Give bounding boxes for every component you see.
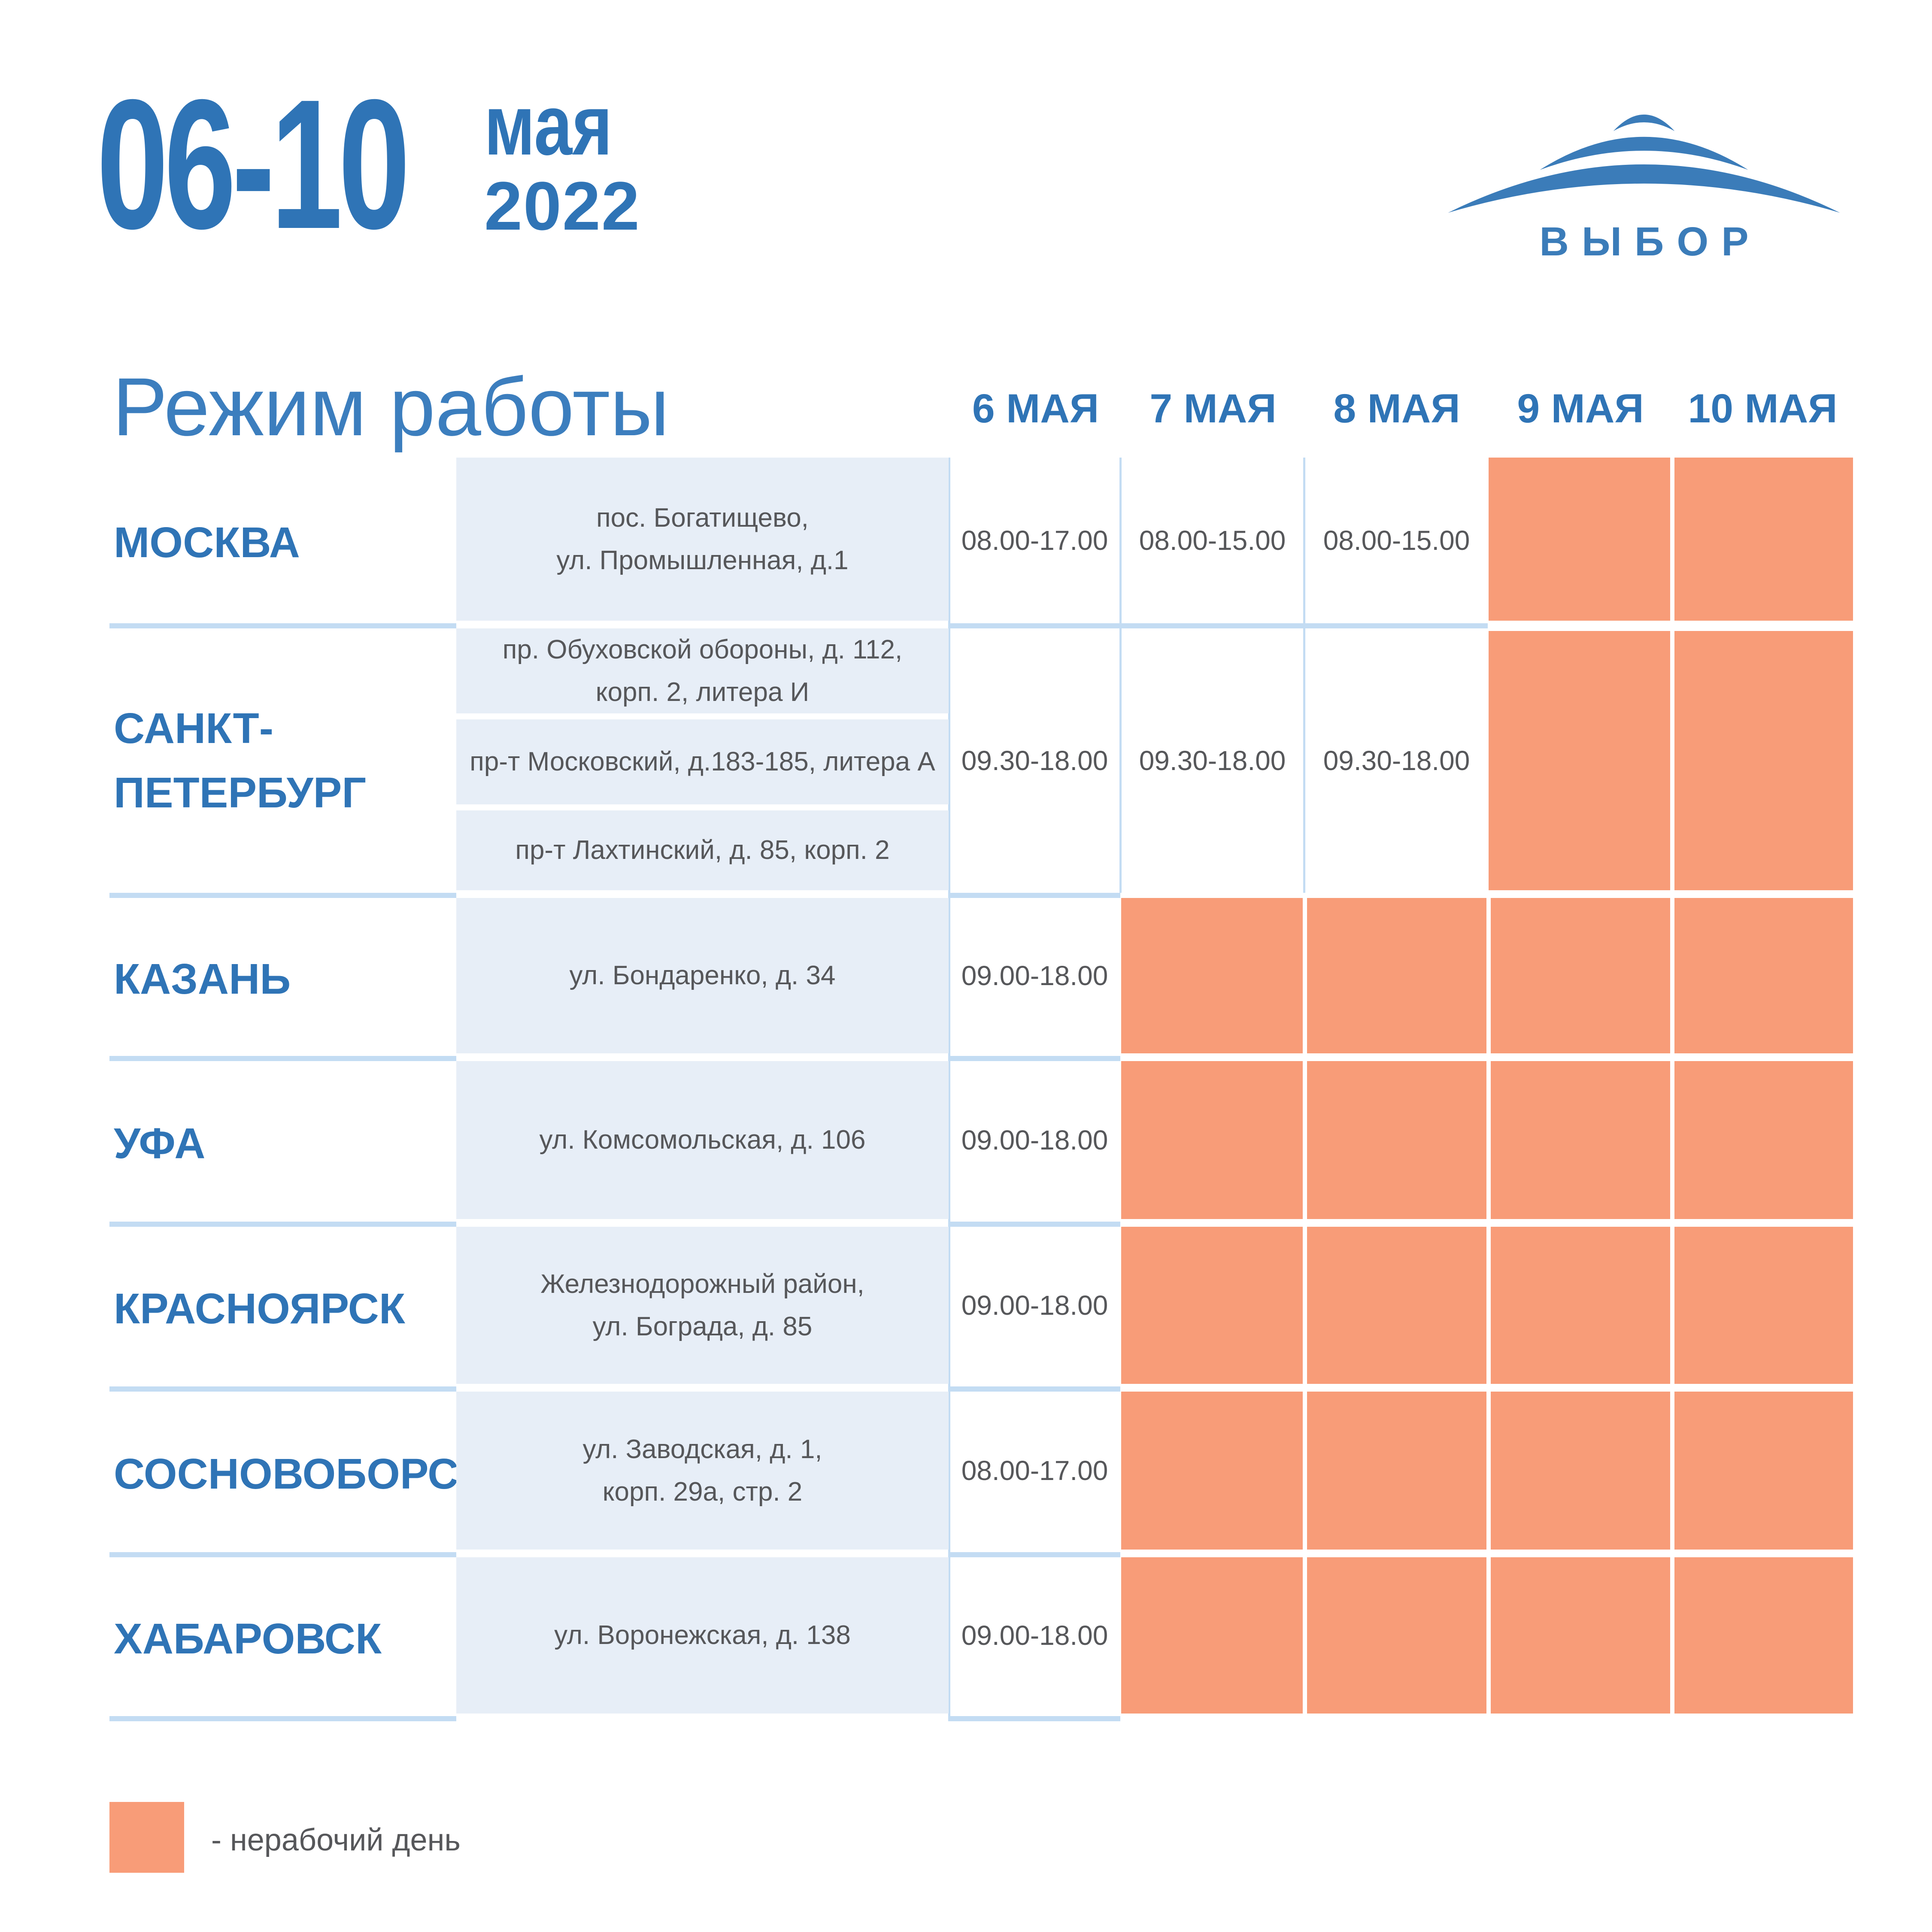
row-separator [109,1716,456,1721]
address-cell: ул. Заводская, д. 1, корп. 29а, стр. 2 [456,1392,949,1550]
page-title: Режим работы [112,361,670,453]
row-separator [109,1222,456,1227]
row-separator [950,1552,1120,1557]
off-day-cell [1491,1392,1670,1550]
legend-label: - нерабочий день [211,1823,461,1857]
off-day-cell [1121,1061,1303,1219]
day-header-7-may: 7 МАЯ [1149,386,1277,431]
row-separator [950,893,1120,898]
row-separator [109,893,456,898]
off-day-cell [1491,1227,1670,1384]
city-label-sosnovoborsk: СОСНОВОБОРСК [114,1450,485,1498]
time-cell: 09.00-18.00 [961,1620,1108,1651]
city-label-khabarovsk: ХАБАРОВСК [114,1615,382,1663]
time-cell: 08.00-15.00 [1139,525,1286,556]
city-label-kazan: КАЗАНЬ [114,955,291,1003]
off-day-cell [1491,898,1670,1053]
row-separator [109,1552,456,1557]
address-cell: ул. Бондаренко, д. 34 [456,898,949,1053]
time-cell: 09.30-18.00 [1323,745,1470,776]
off-day-cell [1307,898,1486,1053]
address-cell: пос. Богатищево, ул. Промышленная, д.1 [456,458,949,621]
off-day-cell [1674,458,1853,621]
row-separator [950,1386,1120,1392]
address-cell: Железнодорожный район, ул. Бограда, д. 8… [456,1227,949,1384]
date-month: мая [484,77,613,173]
day-header-10-may: 10 МАЯ [1688,386,1838,431]
column-separator [948,458,950,1721]
time-cell: 09.00-18.00 [961,960,1108,991]
time-cell: 09.00-18.00 [961,1290,1108,1321]
logo-text: ВЫБОР [1539,219,1762,264]
off-day-cell [1121,1557,1303,1714]
row-separator [950,1056,1120,1061]
time-cell: 09.30-18.00 [1139,745,1286,776]
off-day-cell [1307,1557,1486,1714]
row-separator [109,1386,456,1392]
off-day-cell [1121,1392,1303,1550]
off-day-cell [1674,1392,1853,1550]
day-header-8-may: 8 МАЯ [1333,386,1460,431]
address-cell: пр. Обуховской обороны, д. 112, корп. 2,… [456,628,949,713]
row-separator [109,623,456,628]
city-label-ufa: УФА [114,1119,206,1168]
time-cell: 08.00-15.00 [1323,525,1470,556]
row-separator [950,1222,1120,1227]
off-day-cell [1307,1061,1486,1219]
off-day-cell [1674,631,1853,890]
day-header-6-may: 6 МАЯ [972,386,1099,431]
legend-swatch [109,1802,184,1873]
city-label-krasnoyarsk: КРАСНОЯРСК [114,1285,405,1333]
off-day-cell [1121,898,1303,1053]
city-label-moskva: МОСКВА [114,519,300,567]
off-day-cell [1674,1227,1853,1384]
off-day-cell [1674,898,1853,1053]
logo: ВЫБОР [1434,92,1854,262]
time-cell: 09.00-18.00 [961,1125,1108,1156]
date-year: 2022 [484,167,640,244]
time-cell: 08.00-17.00 [961,525,1108,556]
off-day-cell [1489,631,1670,890]
city-label-sankt-peterburg: САНКТ- ПЕТЕРБУРГ [114,704,367,817]
address-cell: ул. Комсомольская, д. 106 [456,1061,949,1219]
time-cell: 08.00-17.00 [961,1455,1108,1486]
off-day-cell [1491,1557,1670,1714]
address-cell: ул. Воронежская, д. 138 [456,1557,949,1714]
logo-arcs-icon [1448,114,1840,213]
row-separator [109,1056,456,1061]
time-cell: 09.30-18.00 [961,745,1108,776]
off-day-cell [1307,1392,1486,1550]
column-separator [1119,458,1122,893]
off-day-cell [1674,1061,1853,1219]
date-range: 06-10 [97,61,410,267]
off-day-cell [1307,1227,1486,1384]
off-day-cell [1121,1227,1303,1384]
off-day-cell [1674,1557,1853,1714]
row-separator [950,1716,1120,1721]
row-separator [950,623,1488,628]
address-cell: пр-т Московский, д.183-185, литера А [456,719,949,804]
off-day-cell [1491,1061,1670,1219]
day-header-9-may: 9 МАЯ [1517,386,1644,431]
column-separator [1303,458,1305,893]
address-cell: пр-т Лахтинский, д. 85, корп. 2 [456,810,949,890]
off-day-cell [1489,458,1670,621]
